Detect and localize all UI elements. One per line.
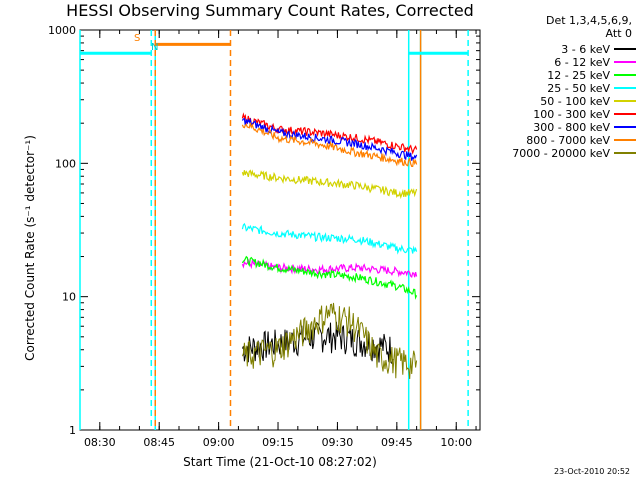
x-tick-label: 09:45 <box>381 436 413 449</box>
saa-label: S <box>134 33 141 44</box>
legend-swatch <box>614 74 636 76</box>
interval-markers <box>79 30 469 430</box>
legend-swatch <box>614 113 636 115</box>
chart-title: HESSI Observing Summary Count Rates, Cor… <box>66 1 474 20</box>
series-800-7000kev <box>241 122 418 167</box>
series-6-12kev <box>241 258 418 279</box>
legend-label: 300 - 800 keV <box>533 120 610 134</box>
x-tick-label: 08:45 <box>143 436 175 449</box>
legend-entry: 3 - 6 keV <box>561 42 636 56</box>
legend-label: 6 - 12 keV <box>554 55 610 69</box>
legend-entry: 100 - 300 keV <box>533 107 636 121</box>
legend-entry: 6 - 12 keV <box>554 55 636 69</box>
x-tick-label: 08:30 <box>84 436 116 449</box>
legend-swatch <box>614 61 636 63</box>
legend-label: 7000 - 20000 keV <box>512 146 610 160</box>
x-tick-label: 09:30 <box>322 436 354 449</box>
legend-header-line-1: Det 1,3,4,5,6,9, <box>545 14 632 27</box>
legend-swatch <box>614 139 636 141</box>
legend-label: 12 - 25 keV <box>547 68 610 82</box>
series-300-800kev <box>241 117 418 161</box>
y-tick-label: 1 <box>69 424 76 437</box>
legend-header-line-2: Att 0 <box>605 27 632 40</box>
y-tick-label: 1000 <box>48 24 76 37</box>
legend-entry: 12 - 25 keV <box>547 68 636 82</box>
y-tick-label: 10 <box>62 291 76 304</box>
legend-entry: 25 - 50 keV <box>547 81 636 95</box>
legend-entry: 7000 - 20000 keV <box>512 146 636 160</box>
legend-swatch <box>614 48 636 50</box>
series-12-25kev <box>241 255 418 300</box>
legend-swatch <box>614 126 636 128</box>
legend-label: 800 - 7000 keV <box>526 133 610 147</box>
series-100-300kev <box>241 112 418 155</box>
x-tick-label: 09:00 <box>203 436 235 449</box>
legend-label: 25 - 50 keV <box>547 81 610 95</box>
legend-entry: 300 - 800 keV <box>533 120 636 134</box>
legend-entry: 800 - 7000 keV <box>526 133 636 147</box>
y-tick-label: 100 <box>55 157 76 170</box>
y-axis-label: Corrected Count Rate (s⁻¹ detector⁻¹) <box>23 135 37 361</box>
legend-entry: 50 - 100 keV <box>540 94 636 108</box>
night-label: N <box>151 42 159 53</box>
series-50-100kev <box>241 169 418 200</box>
axes: 1 10 100 1000 08:30 08:45 09:00 09:15 09:30 09:45… <box>48 24 481 449</box>
x-tick-label: 09:15 <box>262 436 294 449</box>
generation-timestamp: 23-Oct-2010 20:52 <box>554 467 630 476</box>
x-tick-label: 10:00 <box>440 436 472 449</box>
legend-label: 3 - 6 keV <box>561 42 610 56</box>
legend-swatch <box>614 87 636 89</box>
series-25-50kev <box>241 222 418 255</box>
x-axis-label: Start Time (21-Oct-10 08:27:02) <box>183 455 377 469</box>
legend-label: 100 - 300 keV <box>533 107 610 121</box>
legend-swatch <box>614 152 636 154</box>
series-7000-20000kev <box>241 302 418 380</box>
legend-label: 50 - 100 keV <box>540 94 610 108</box>
legend-swatch <box>614 100 636 102</box>
series-group <box>241 112 418 380</box>
